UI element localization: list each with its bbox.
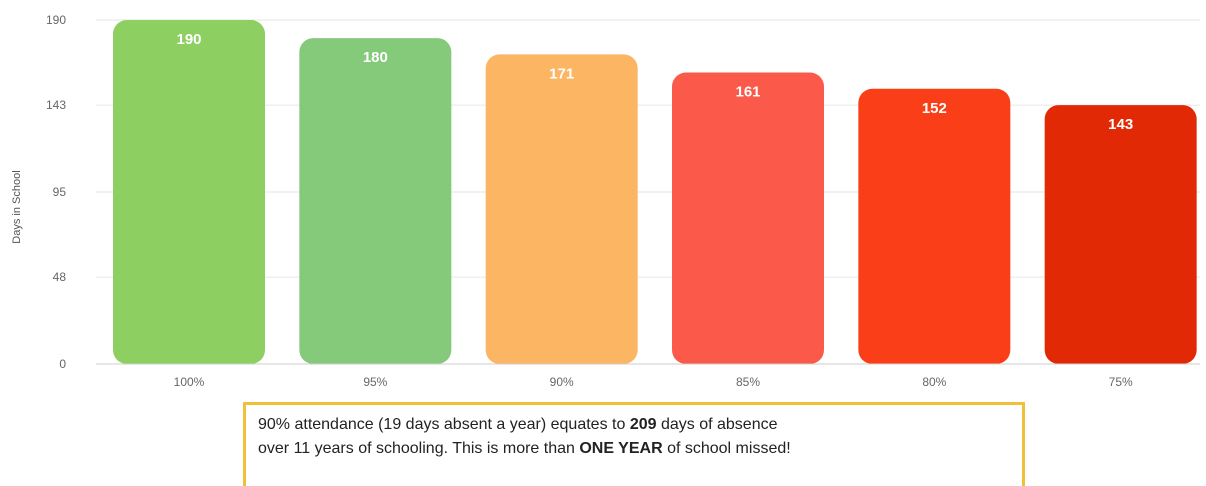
y-tick-label: 0 <box>59 357 66 371</box>
bar-value-label: 171 <box>549 65 574 82</box>
note-line-1: 90% attendance (19 days absent a year) e… <box>258 413 1010 437</box>
gridlines <box>96 19 1200 278</box>
x-tick-label: 90% <box>550 375 574 389</box>
bars <box>113 20 1197 365</box>
bar-75-percent <box>1044 105 1197 365</box>
bar-value-label: 161 <box>735 84 760 101</box>
bar-value-label: 190 <box>176 31 201 48</box>
note-line-2-end: of school missed! <box>662 440 791 457</box>
x-tick-label: 95% <box>363 375 387 389</box>
bar-chart: 0 48 95 143 190 190 180 171 161 152 143 100% 95% 90… <box>11 13 1200 389</box>
note-line-2-text: over 11 years of schooling. This is more… <box>258 440 580 457</box>
x-tick-label: 85% <box>736 375 760 389</box>
y-tick-label: 190 <box>46 13 66 27</box>
note-line-1-text: 90% attendance (19 days absent a year) e… <box>258 416 630 433</box>
note-line-1-end: days of absence <box>656 416 778 433</box>
bar-value-label: 143 <box>1108 116 1133 133</box>
bar-90-percent <box>485 54 638 365</box>
x-tick-label: 75% <box>1109 375 1133 389</box>
x-axis-ticks: 100% 95% 90% 85% 80% 75% <box>174 375 1133 389</box>
bar-85-percent <box>672 72 824 365</box>
attendance-note-box: 90% attendance (19 days absent a year) e… <box>243 402 1025 486</box>
note-absence-days: 209 <box>629 416 657 433</box>
x-tick-label: 100% <box>174 375 205 389</box>
y-axis-label: Days in School <box>11 170 23 243</box>
y-axis-ticks: 0 48 95 143 190 <box>46 13 66 371</box>
bar-100-percent <box>113 20 265 364</box>
note-one-year: ONE YEAR <box>579 440 663 457</box>
bar-80-percent <box>858 88 1011 365</box>
x-tick-label: 80% <box>922 375 946 389</box>
y-tick-label: 48 <box>53 270 67 284</box>
y-tick-label: 95 <box>53 185 67 199</box>
bar-value-label: 180 <box>363 49 388 66</box>
bar-value-labels: 190 180 171 161 152 143 <box>176 31 1133 133</box>
bar-95-percent <box>299 38 452 365</box>
y-tick-label: 143 <box>46 98 66 112</box>
note-line-2: over 11 years of schooling. This is more… <box>258 437 1010 461</box>
bar-value-label: 152 <box>922 100 947 117</box>
